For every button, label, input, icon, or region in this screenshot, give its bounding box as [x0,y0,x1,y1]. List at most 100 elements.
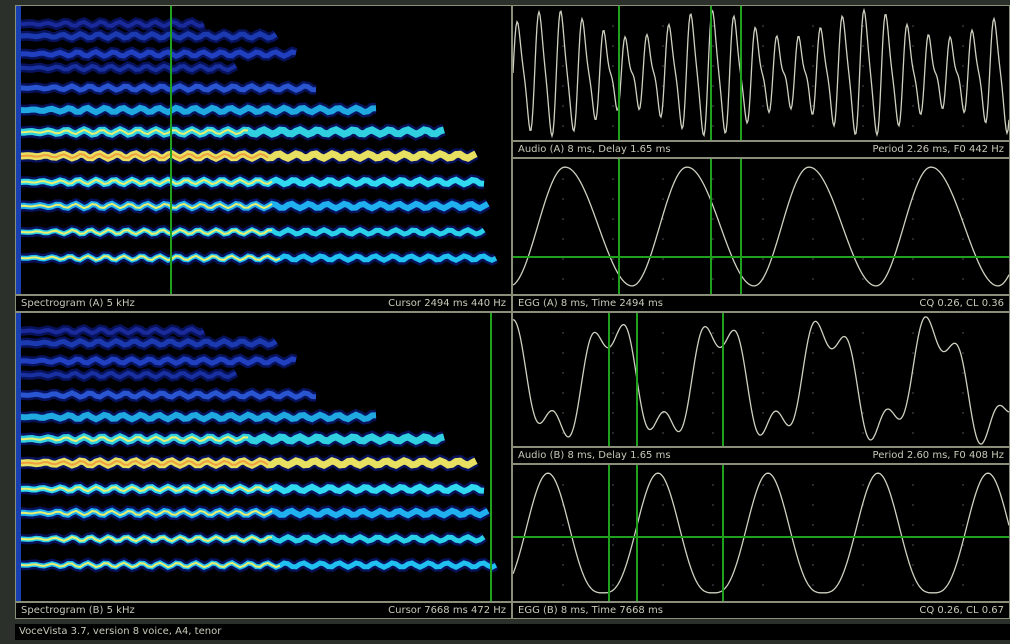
onset [16,6,21,294]
grid-dot [912,25,914,27]
grid-dot [912,504,914,506]
spectrogram-a [15,5,512,295]
grid-dot [862,105,864,107]
grid-dot [612,372,614,374]
grid-dot [662,332,664,334]
grid-dot [912,178,914,180]
harmonic [20,108,376,112]
grid-dot [712,332,714,334]
harmonic [20,415,376,419]
grid-dot [862,432,864,434]
grid-dot [912,432,914,434]
grid-dot [562,278,564,280]
grid-dot [762,25,764,27]
egg-b [512,464,1010,602]
bar-left-text: Spectrogram (A) 5 kHz [21,296,135,311]
grid-dot [762,412,764,414]
grid-dot [562,352,564,354]
egg-a-plot [513,159,1009,294]
label-bar: Audio (B) 8 ms, Delay 1.65 ms Period 2.60… [512,447,1010,464]
grid-dot [912,544,914,546]
grid-dot [612,65,614,67]
grid-dot [812,218,814,220]
grid-dot [862,258,864,260]
grid-dot [962,85,964,87]
grid-dot [662,258,664,260]
spectrogram-b-plot [16,313,511,601]
grid-dot [912,45,914,47]
grid-dot [962,352,964,354]
grid-dot [912,564,914,566]
grid-dot [712,484,714,486]
grid-dot [712,258,714,260]
grid-dot [812,25,814,27]
grid-dot [912,392,914,394]
grid-dot [612,258,614,260]
bar-left-text: Audio (A) 8 ms, Delay 1.65 ms [518,142,671,157]
grid-dot [712,544,714,546]
grid-dot [712,504,714,506]
grid-dot [862,584,864,586]
grid-dot [762,524,764,526]
audio-b-plot [513,313,1009,446]
grid-dot [612,484,614,486]
grid-dot [912,352,914,354]
grid-dot [962,65,964,67]
bar-right-text: Cursor 7668 ms 472 Hz [388,603,506,618]
grid-dot [562,544,564,546]
grid-dot [812,412,814,414]
grid-dot [562,105,564,107]
grid-dot [612,45,614,47]
grid-dot [562,584,564,586]
grid-dot [562,258,564,260]
grid-dot [712,125,714,127]
spectrogram-a-plot [16,6,511,294]
bar-right-text: Period 2.60 ms, F0 408 Hz [873,448,1004,463]
grid-dot [612,178,614,180]
grid-dot [662,504,664,506]
grid-dot [562,125,564,127]
grid-dot [812,392,814,394]
grid-dot [762,332,764,334]
grid-dot [712,178,714,180]
waveform [513,317,1009,444]
harmonic [20,341,276,345]
spectrogram-b [15,312,512,602]
grid-dot [662,278,664,280]
grid-dot [912,125,914,127]
grid-dot [712,25,714,27]
grid-dot [762,504,764,506]
grid-dot [712,278,714,280]
grid-dot [962,524,964,526]
grid-dot [662,198,664,200]
grid-dot [762,352,764,354]
grid-dot [562,412,564,414]
grid-dot [862,178,864,180]
bar-left-text: Audio (B) 8 ms, Delay 1.65 ms [518,448,671,463]
grid-dot [612,218,614,220]
grid-dot [812,432,814,434]
grid-dot [762,178,764,180]
grid-dot [562,484,564,486]
bar-left-text: EGG (A) 8 ms, Time 2494 ms [518,296,663,311]
grid-dot [962,504,964,506]
grid-dot [962,278,964,280]
grid-dot [962,584,964,586]
grid-dot [612,392,614,394]
grid-dot [812,125,814,127]
grid-dot [812,258,814,260]
grid-dot [862,45,864,47]
grid-dot [812,65,814,67]
grid-dot [612,564,614,566]
label-bar: EGG (A) 8 ms, Time 2494 msCQ 0.26, CL 0.… [512,295,1010,312]
grid-dot [812,524,814,526]
app-window: VoceVista 3.7, version 8 voice, A4, teno… [0,0,1010,644]
audio-b [512,312,1010,447]
grid-dot [562,238,564,240]
grid-dot [662,564,664,566]
grid-dot [812,352,814,354]
grid-dot [762,45,764,47]
grid-dot [562,332,564,334]
